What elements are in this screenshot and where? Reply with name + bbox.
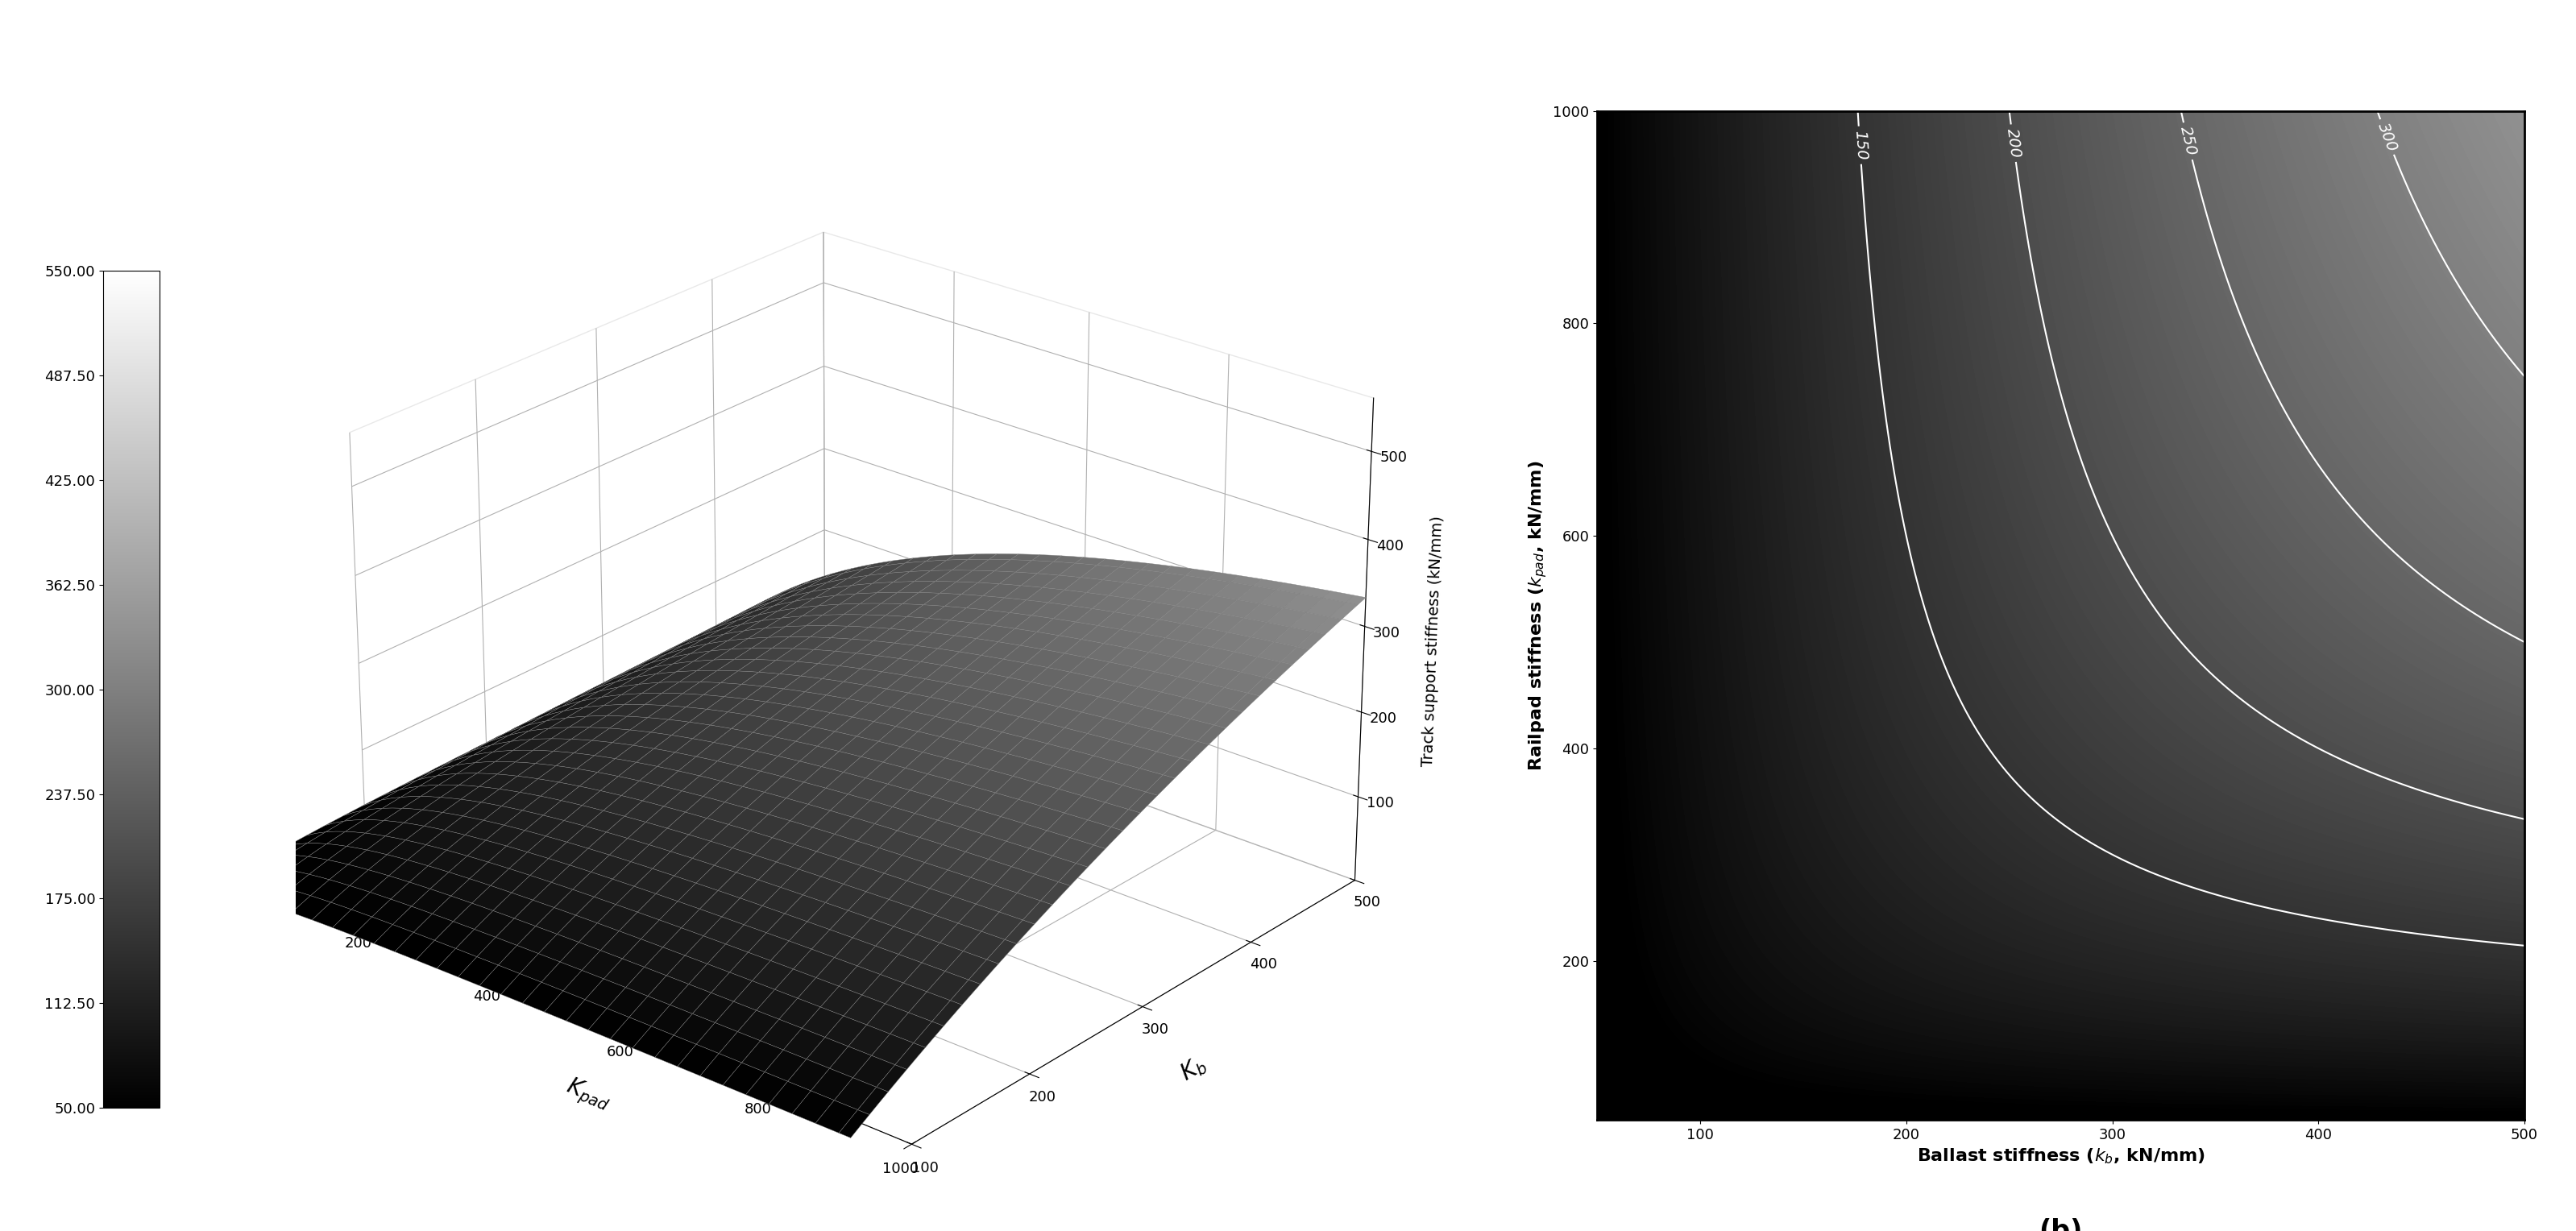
Y-axis label: $K_{b}$: $K_{b}$ [1175,1053,1211,1086]
X-axis label: Ballast stiffness ($k_{b}$, kN/mm): Ballast stiffness ($k_{b}$, kN/mm) [1917,1147,2205,1166]
X-axis label: $K_{pad}$: $K_{pad}$ [562,1073,613,1117]
Text: 300: 300 [2375,121,2398,154]
Text: (b): (b) [2038,1217,2084,1231]
Y-axis label: Railpad stiffness ($k_{pad}$, kN/mm): Railpad stiffness ($k_{pad}$, kN/mm) [1528,460,1548,771]
Text: 200: 200 [2004,127,2022,159]
Text: 150: 150 [1852,129,1868,160]
Text: 250: 250 [2177,124,2200,158]
